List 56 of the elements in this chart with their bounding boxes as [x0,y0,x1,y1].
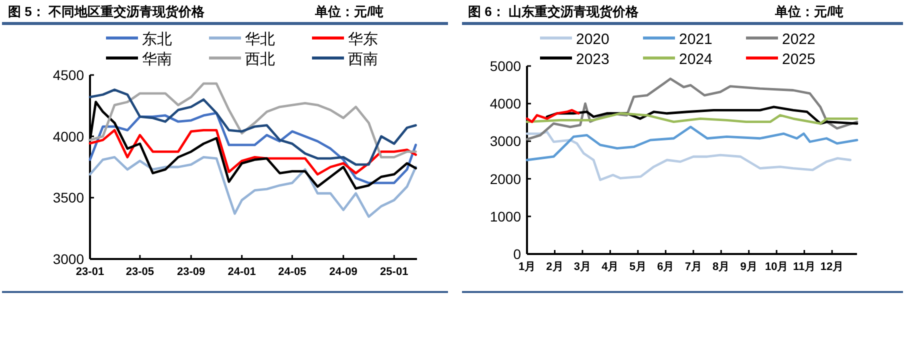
line-series [526,126,858,162]
x-tick-label: 7月 [684,261,702,273]
line-series [526,112,858,125]
line-series [88,82,417,158]
legend-label: 2022 [782,31,816,48]
chart-subtitle: 单位：元/吨 [314,4,384,19]
x-tick-label: 25-01 [380,266,408,278]
legend-label: 西北 [245,51,275,68]
legend-label: 2024 [679,51,712,68]
x-tick-label: 8月 [712,261,730,273]
line-series [88,112,417,184]
x-tick-label: 6月 [657,261,674,273]
line-series [546,106,858,125]
x-tick-label: 5月 [629,261,646,273]
line-series [88,156,417,218]
x-tick-label: 1月 [518,261,536,273]
legend-label: 华南 [142,51,172,68]
x-tick-label: 2月 [546,261,564,273]
y-tick-label: 4000 [52,128,84,144]
legend-label: 2023 [576,51,610,68]
legend-label: 2020 [576,31,610,48]
y-tick-label: 1000 [490,208,522,224]
legend-label: 东北 [142,31,172,48]
x-tick-label: 23-09 [177,266,206,278]
x-tick-label: 24-05 [278,266,306,278]
chart-title: 图 6： 山东重交沥青现货价格 [468,4,640,19]
y-tick-label: 2000 [490,170,522,187]
line-series [88,88,417,166]
legend-label: 华北 [245,31,275,48]
y-tick-label: 4500 [52,67,84,83]
line-series [526,130,852,182]
x-tick-label: 12月 [820,261,844,273]
chart-subtitle: 单位：元/吨 [774,4,844,19]
line-series [526,108,580,124]
x-tick-label: 23-01 [76,266,104,278]
y-tick-label: 4000 [490,96,522,112]
y-tick-label: 0 [513,246,522,262]
legend-label: 2025 [782,51,816,68]
y-tick-label: 5000 [490,58,522,74]
line-series [526,78,858,141]
y-tick-label: 3500 [52,190,84,206]
x-tick-label: 10月 [764,261,788,273]
legend-label: 西南 [348,51,378,68]
x-tick-label: 3月 [574,261,592,273]
chart-title: 图 5： 不同地区重交沥青现货价格 [8,4,206,19]
x-tick-label: 23-05 [126,266,154,278]
legend-label: 2021 [679,31,712,48]
x-tick-label: 11月 [792,261,816,273]
line-series [88,129,417,176]
y-tick-label: 3000 [52,251,84,267]
x-tick-label: 4月 [602,261,619,273]
x-tick-label: 24-09 [329,266,358,278]
legend-label: 华东 [348,31,378,48]
x-tick-label: 9月 [740,261,758,273]
y-tick-label: 3000 [490,133,522,150]
x-tick-label: 24-01 [228,266,256,278]
